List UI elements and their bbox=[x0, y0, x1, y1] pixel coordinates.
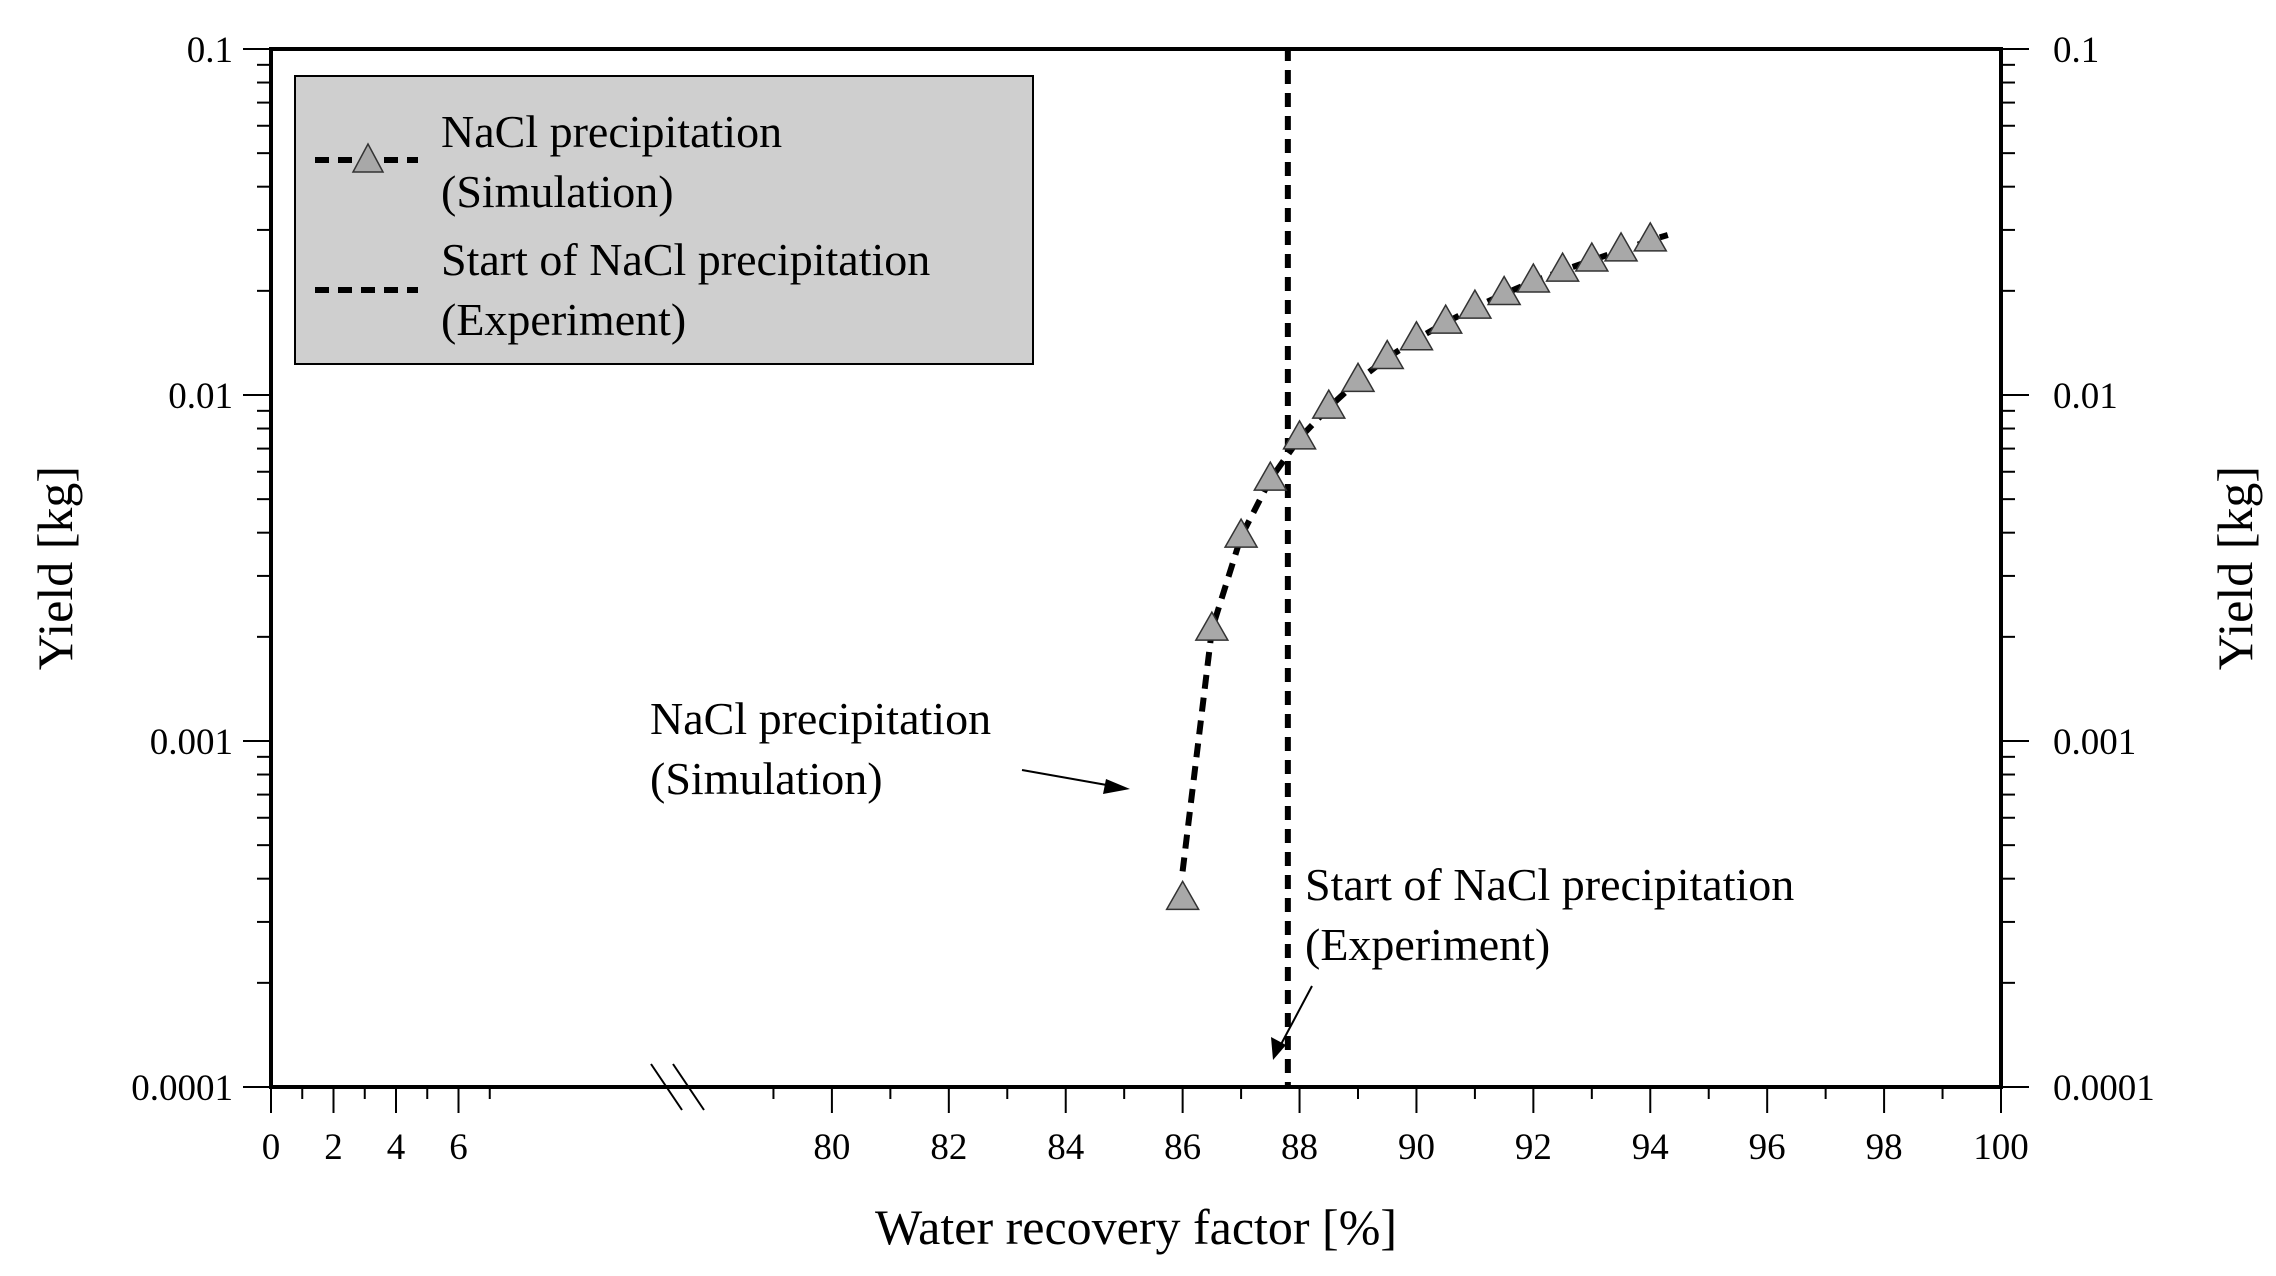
data-point-triangle bbox=[1311, 388, 1347, 419]
legend: NaCl precipitation (Simulation) Start of… bbox=[294, 75, 1034, 365]
x-tick-label: 4 bbox=[387, 1127, 406, 1168]
annotation-simulation-arrow bbox=[1021, 769, 1119, 788]
series-line-simulation bbox=[1179, 232, 1669, 872]
axis-break-mark bbox=[672, 1063, 705, 1111]
y-axis-title-left: Yield [kg] bbox=[27, 466, 83, 670]
data-point-triangle bbox=[1399, 320, 1434, 351]
legend-experiment-line2: (Experiment) bbox=[441, 294, 686, 345]
annotation-experiment-arrow bbox=[1277, 985, 1313, 1051]
data-point-triangle bbox=[1428, 303, 1463, 334]
x-tick-label: 98 bbox=[1866, 1127, 1903, 1168]
annotation-simulation-arrowhead bbox=[1103, 779, 1130, 794]
data-point-triangle bbox=[1223, 517, 1259, 548]
y-ticks: 0.0001 0.0001 0.001 0.001 0.01 0.01 0.1 0.1 bbox=[131, 30, 2155, 1109]
legend-simulation-line1: NaCl precipitation bbox=[441, 106, 782, 157]
y-tick-label-right: 0.1 bbox=[2053, 30, 2099, 71]
annotation-experiment-arrowhead bbox=[1271, 1037, 1286, 1060]
series-layer bbox=[1165, 47, 1669, 1087]
data-point-triangle bbox=[1516, 262, 1551, 293]
x-tick-label: 6 bbox=[449, 1127, 468, 1168]
annotation-experiment-line1: Start of NaCl precipitation bbox=[1305, 859, 1794, 910]
x-tick-label: 80 bbox=[813, 1127, 850, 1168]
annotation-simulation: NaCl precipitation (Simulation) bbox=[650, 693, 1130, 804]
annotation-simulation-line2: (Simulation) bbox=[650, 753, 883, 804]
x-tick-label: 94 bbox=[1632, 1127, 1669, 1168]
x-axis-title: Water recovery factor [%] bbox=[875, 1199, 1397, 1255]
y-tick-label-right: 0.01 bbox=[2053, 376, 2118, 417]
annotation-experiment-line2: (Experiment) bbox=[1305, 919, 1550, 970]
plot-frame bbox=[269, 47, 2003, 1089]
y-tick-label: 0.1 bbox=[187, 30, 233, 71]
data-point-triangle bbox=[1632, 221, 1668, 252]
axis-break-mark bbox=[650, 1063, 683, 1111]
legend-box bbox=[294, 75, 1034, 365]
y-tick-label: 0.01 bbox=[168, 376, 233, 417]
y-axis-title-right: Yield [kg] bbox=[2207, 466, 2263, 670]
y-tick-label-right: 0.0001 bbox=[2053, 1068, 2155, 1109]
data-point-triangle bbox=[1194, 610, 1230, 641]
x-tick-label: 90 bbox=[1398, 1127, 1435, 1168]
data-point-triangle bbox=[1340, 361, 1376, 393]
y-tick-label: 0.0001 bbox=[131, 1068, 233, 1109]
x-tick-label: 2 bbox=[324, 1127, 343, 1168]
legend-triangle-icon bbox=[351, 142, 385, 173]
x-tick-label: 82 bbox=[930, 1127, 967, 1168]
data-point-triangle bbox=[1486, 275, 1522, 306]
data-point-triangle bbox=[1282, 419, 1317, 450]
legend-experiment-line1: Start of NaCl precipitation bbox=[441, 234, 930, 285]
x-tick-label: 100 bbox=[1973, 1127, 2029, 1168]
data-point-triangle bbox=[1165, 879, 1200, 911]
data-point-triangle bbox=[1457, 288, 1493, 319]
x-ticks: 0 2 4 6 80 82 84 86 88 90 92 94 96 98 100 bbox=[262, 1087, 2029, 1168]
data-point-triangle bbox=[1603, 231, 1639, 262]
legend-simulation-line2: (Simulation) bbox=[441, 166, 674, 217]
x-tick-label: 84 bbox=[1047, 1127, 1084, 1168]
x-tick-label: 86 bbox=[1164, 1127, 1201, 1168]
annotation-simulation-line1: NaCl precipitation bbox=[650, 693, 991, 744]
y-tick-label-right: 0.001 bbox=[2053, 722, 2136, 763]
x-tick-label: 88 bbox=[1281, 1127, 1318, 1168]
data-point-triangle bbox=[1545, 251, 1580, 282]
x-tick-label: 96 bbox=[1749, 1127, 1786, 1168]
data-point-triangle bbox=[1369, 339, 1405, 370]
data-point-triangle bbox=[1574, 241, 1610, 272]
data-point-triangle bbox=[1253, 460, 1288, 491]
annotation-experiment: Start of NaCl precipitation (Experiment) bbox=[1271, 859, 1794, 1060]
x-tick-label: 92 bbox=[1515, 1127, 1552, 1168]
x-tick-label: 0 bbox=[262, 1127, 281, 1168]
y-tick-label: 0.001 bbox=[150, 722, 233, 763]
